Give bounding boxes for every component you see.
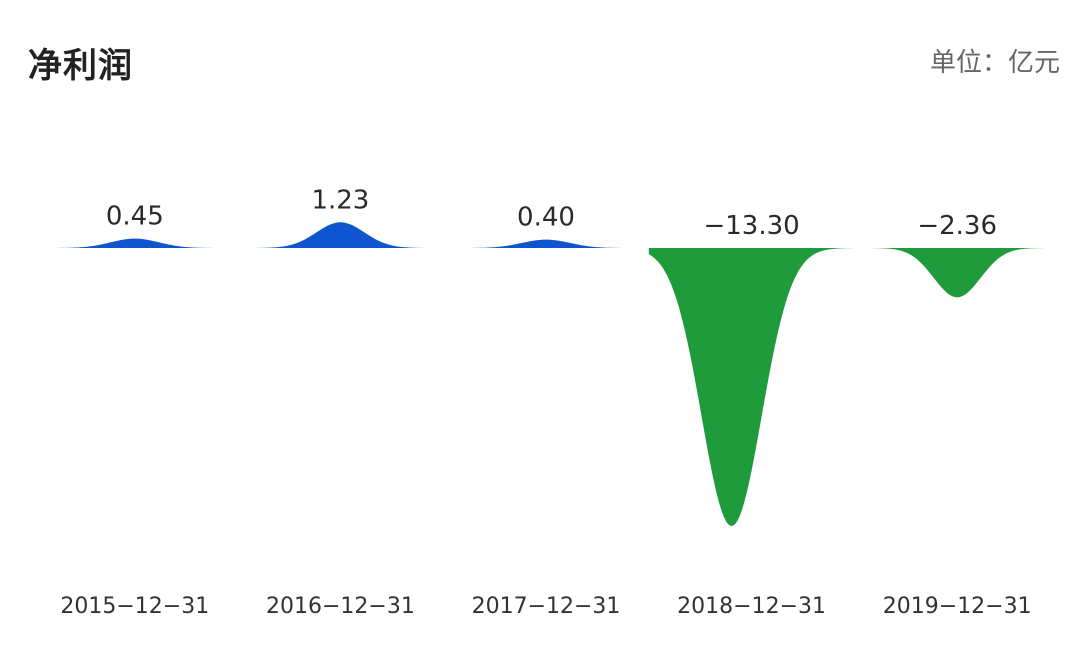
category-label-2015-12-31: 2015−12−31 (60, 594, 209, 619)
category-labels-group: 2015−12−31 2016−12−31 2017−12−31 2018−12−31… (60, 594, 1031, 619)
category-label-2017-12-31: 2017−12−31 (472, 594, 621, 619)
value-labels-group: 0.45 1.23 0.40 −13.30 −2.36 (106, 185, 997, 241)
value-label-2017-12-31: 0.40 (517, 203, 575, 233)
category-label-2019-12-31: 2019−12−31 (883, 594, 1032, 619)
value-label-2019-12-31: −2.36 (917, 211, 997, 241)
peak-2019-12-31 (854, 248, 1060, 298)
category-label-2018-12-31: 2018−12−31 (677, 594, 826, 619)
peak-2016-12-31 (237, 222, 444, 248)
peak-2017-12-31 (443, 239, 649, 248)
unit-label: 单位：亿元 (929, 48, 1060, 78)
value-label-2018-12-31: −13.30 (703, 211, 799, 241)
chart-title: 净利润 (28, 46, 133, 86)
value-label-2015-12-31: 0.45 (106, 202, 164, 232)
peak-2015-12-31 (32, 238, 238, 248)
value-label-2016-12-31: 1.23 (311, 185, 369, 215)
peaks-group (32, 222, 1060, 526)
peak-2018-12-31 (648, 248, 855, 526)
category-label-2016-12-31: 2016−12−31 (266, 594, 415, 619)
